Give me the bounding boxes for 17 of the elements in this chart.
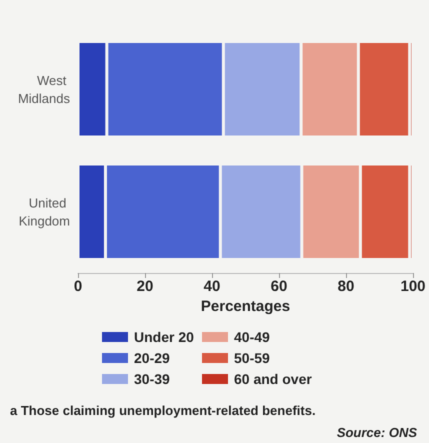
x-tick-label: 60 — [270, 278, 288, 295]
legend-label: 40-49 — [234, 329, 270, 345]
legend-label: 60 and over — [234, 371, 312, 387]
text: a Those claiming unemployment-related benefits. — [10, 403, 316, 418]
legend-label: 20-29 — [134, 350, 170, 366]
x-tick-label: 100 — [400, 278, 426, 295]
x-axis-title: Percentages — [200, 298, 290, 315]
source-note: Source: ONS — [336, 425, 418, 440]
legend-label: Under 20 — [134, 329, 194, 345]
legend-label: 30-39 — [134, 371, 170, 387]
y-tick-label: West Midlands — [18, 72, 70, 106]
x-tick-label: 0 — [74, 278, 82, 295]
legend-label: 50-59 — [234, 350, 270, 366]
y-tick-label: United Kingdom — [18, 195, 70, 228]
x-tick-label: 20 — [136, 278, 154, 295]
x-tick-label: 40 — [204, 278, 220, 295]
x-tick-label: 80 — [338, 278, 354, 295]
